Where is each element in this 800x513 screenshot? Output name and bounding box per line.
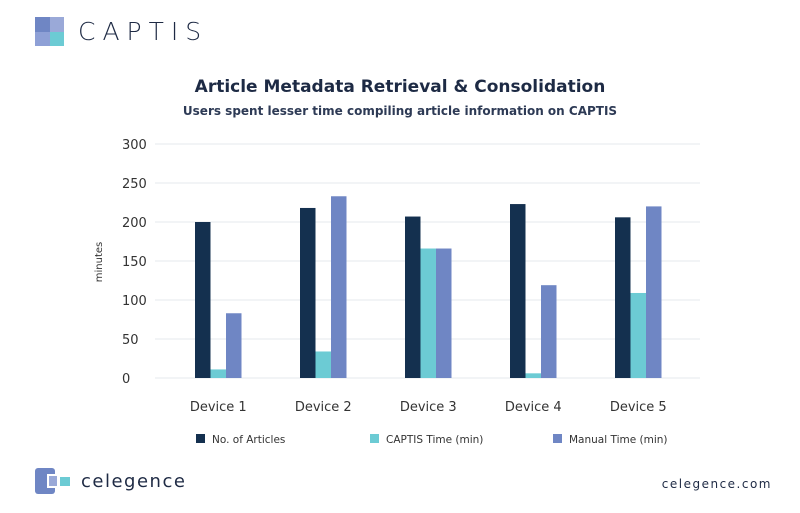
legend-label: Manual Time (min)	[569, 434, 668, 446]
celegence-logo-mark-icon	[35, 468, 70, 494]
y-tick-label: 150	[122, 255, 147, 270]
bar-no-of-articles-5	[615, 217, 631, 378]
celegence-logo-text: celegence	[81, 470, 187, 492]
x-tick-label: Device 3	[400, 400, 457, 415]
captis-logo-mark-icon	[35, 17, 64, 46]
bar-no-of-articles-2	[300, 207, 316, 378]
y-tick-label: 300	[122, 138, 147, 153]
y-tick-label: 50	[122, 333, 139, 348]
legend-swatch	[553, 434, 562, 443]
y-tick-label: 200	[122, 216, 147, 231]
y-axis-label: minutes	[94, 242, 105, 282]
legend-swatch	[196, 434, 205, 443]
legend-label: No. of Articles	[212, 434, 285, 446]
bar-manual-time-min--4	[541, 285, 557, 378]
y-tick-label: 100	[122, 294, 147, 309]
bar-captis-time-min--5	[630, 292, 646, 378]
captis-logo-text: CAPTIS	[78, 17, 209, 46]
x-tick-label: Device 2	[295, 400, 352, 415]
website-text: celegence.com	[661, 477, 772, 491]
y-tick-label: 0	[122, 372, 130, 387]
legend-label: CAPTIS Time (min)	[386, 434, 483, 446]
bar-manual-time-min--1	[226, 313, 242, 378]
bar-manual-time-min--3	[436, 248, 452, 378]
bar-captis-time-min--2	[315, 351, 331, 378]
x-tick-label: Device 5	[610, 400, 667, 415]
bar-no-of-articles-1	[195, 222, 211, 378]
legend-swatch	[370, 434, 379, 443]
y-tick-label: 250	[122, 177, 147, 192]
chart-subtitle: Users spent lesser time compiling articl…	[182, 104, 618, 118]
x-tick-label: Device 4	[505, 400, 562, 415]
bar-captis-time-min--4	[525, 373, 541, 378]
bar-manual-time-min--2	[331, 196, 347, 378]
celegence-logo: celegence	[35, 468, 186, 494]
captis-logo: CAPTIS	[35, 17, 208, 46]
chart-title: Article Metadata Retrieval & Consolidati…	[194, 77, 606, 97]
bar-captis-time-min--1	[210, 369, 226, 378]
bar-no-of-articles-3	[405, 216, 421, 378]
bar-no-of-articles-4	[510, 204, 526, 378]
bar-captis-time-min--3	[420, 248, 436, 378]
x-tick-label: Device 1	[190, 400, 247, 415]
bar-manual-time-min--5	[646, 206, 662, 378]
